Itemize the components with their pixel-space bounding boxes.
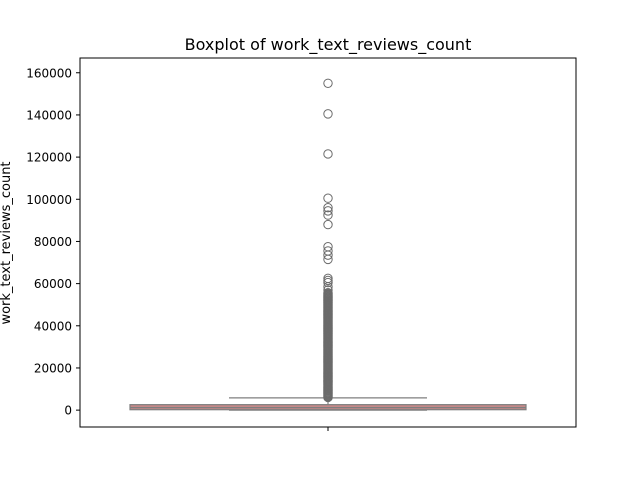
outlier-point xyxy=(323,287,333,298)
outlier-point xyxy=(323,109,333,119)
outlier-point xyxy=(323,203,333,213)
y-tick-label: 100000 xyxy=(26,193,72,207)
y-tick-label: 60000 xyxy=(34,277,72,291)
y-tick-label: 160000 xyxy=(26,66,72,80)
y-tick-label: 0 xyxy=(64,404,72,418)
outlier-point xyxy=(323,285,333,295)
y-tick-label: 80000 xyxy=(34,235,72,249)
outlier-point xyxy=(323,273,333,284)
y-tick-label: 40000 xyxy=(34,319,72,333)
plot-area: 0 20000 40000 60000 80000 100000 120000 140000 1… xyxy=(26,66,527,431)
outlier-point xyxy=(323,219,333,230)
outlier-point xyxy=(323,206,333,216)
chart-title: Boxplot of work_text_reviews_count xyxy=(185,35,472,55)
outlier-point xyxy=(323,246,333,256)
outlier-point xyxy=(323,193,333,203)
y-tick-label: 20000 xyxy=(34,361,72,375)
y-tick-label: 120000 xyxy=(26,151,72,165)
outlier-point xyxy=(323,149,333,159)
plot-frame xyxy=(79,57,577,428)
outlier-point xyxy=(323,242,333,252)
y-tick-label: 140000 xyxy=(26,108,72,122)
y-axis-label: work_text_reviews_count xyxy=(0,161,14,324)
outlier-point xyxy=(323,78,333,89)
outlier-point xyxy=(323,210,333,220)
